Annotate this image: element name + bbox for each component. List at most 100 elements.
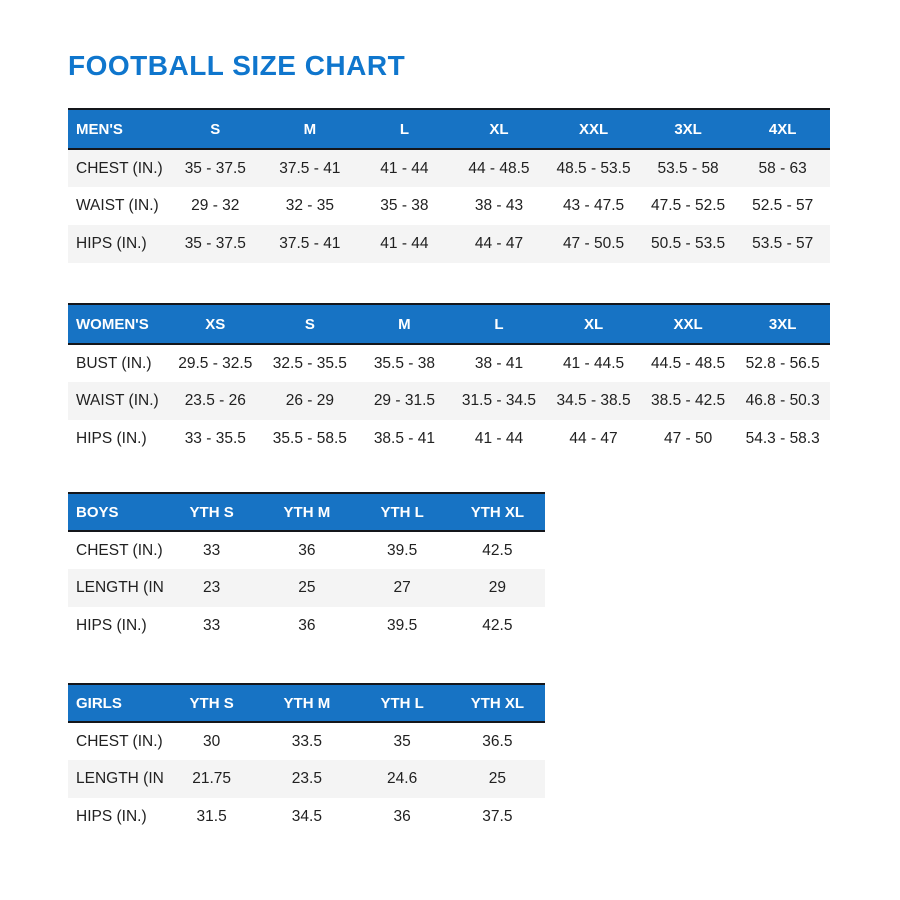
size-column-header: YTH S <box>164 684 260 723</box>
measurement-value: 39.5 <box>387 617 418 634</box>
measurement-value: 37.5 - 41 <box>279 235 341 252</box>
measurement-label: CHEST (IN.) <box>76 159 163 177</box>
measurement-row: LENGTH (IN.) 21.75 23.5 24.6 25 <box>68 760 545 798</box>
measurement-value: 35.5 - 38 <box>373 354 435 372</box>
girls-size-table: GIRLS YTH S YTH M YTH L YTH XL CHEST (IN.) 30… <box>68 683 545 836</box>
measurement-value: 41 - 44.5 <box>562 354 625 372</box>
measurement-value: 41 - 44 <box>474 430 524 447</box>
measurement-value: 54.3 - 58.3 <box>745 430 820 447</box>
measurement-value: 53.5 - 58 <box>657 159 719 177</box>
measurement-row: WAIST (IN.) 23.5 - 26 26 - 29 29 - 31.5 31.5… <box>68 382 830 420</box>
header-row: MEN'S S M L XL XXL 3XL 4XL <box>68 109 830 150</box>
measurement-row: CHEST (IN.) 30 33.5 35 36.5 <box>68 722 545 760</box>
measurement-label: HIPS (IN.) <box>76 430 147 447</box>
size-column-header: S <box>262 304 358 345</box>
measurement-value: 38.5 - 42.5 <box>651 392 726 409</box>
boys-table-body: CHEST (IN.) 33 36 39.5 42.5 LENGTH (IN.) 23 25 2… <box>68 531 545 645</box>
size-column-header: L <box>451 304 547 345</box>
measurement-value: 33 <box>203 617 221 634</box>
measurement-value: 24.6 <box>387 770 418 787</box>
size-column-header: 3XL <box>735 304 830 345</box>
measurement-value: 52.5 - 57 <box>752 197 814 214</box>
measurement-value: 43 - 47.5 <box>562 197 625 214</box>
measurement-label: LENGTH (IN.) <box>76 770 164 787</box>
girls-table-body: CHEST (IN.) 30 33.5 35 36.5 LENGTH (IN.) 21.75… <box>68 722 545 836</box>
measurement-value: 21.75 <box>192 770 232 787</box>
size-column-header: YTH XL <box>449 684 545 723</box>
boys-table-header: BOYS YTH S YTH M YTH L YTH XL <box>68 493 545 532</box>
measurement-value: 32.5 - 35.5 <box>272 354 347 372</box>
measurement-value: 36 <box>298 617 316 634</box>
measurement-value: 27 <box>393 579 411 596</box>
size-column-header: YTH S <box>164 493 260 532</box>
measurement-value: 46.8 - 50.3 <box>745 392 820 409</box>
mens-table-body: CHEST (IN.) 35 - 37.5 37.5 - 41 41 - 44 44 -… <box>68 149 830 263</box>
measurement-label: WAIST (IN.) <box>76 197 159 214</box>
measurement-value: 30 <box>203 732 221 750</box>
measurement-value: 34.5 <box>291 808 322 825</box>
measurement-value: 35 - 37.5 <box>184 235 246 252</box>
measurement-value: 31.5 <box>196 808 227 825</box>
measurement-label: LENGTH (IN.) <box>76 579 164 596</box>
measurement-value: 37.5 - 41 <box>279 159 341 177</box>
size-column-header: 3XL <box>640 109 736 150</box>
measurement-value: 35.5 - 58.5 <box>272 430 347 447</box>
boys-size-table: BOYS YTH S YTH M YTH L YTH XL CHEST (IN.) 33 3… <box>68 492 545 645</box>
measurement-label: HIPS (IN.) <box>76 235 147 252</box>
measurement-value: 47 - 50 <box>663 430 713 447</box>
measurement-value: 31.5 - 34.5 <box>461 392 537 409</box>
size-column-header: YTH M <box>259 684 355 723</box>
girls-size-table-section: GIRLS YTH S YTH M YTH L YTH XL CHEST (IN.) 30… <box>68 683 832 836</box>
mens-size-table: MEN'S S M L XL XXL 3XL 4XL CHEST (IN.) 35 - 37.5… <box>68 108 830 263</box>
measurement-value: 44 - 47 <box>569 430 618 447</box>
measurement-value: 32 - 35 <box>285 197 334 214</box>
boys-size-table-section: BOYS YTH S YTH M YTH L YTH XL CHEST (IN.) 33 3… <box>68 492 832 645</box>
measurement-label: WAIST (IN.) <box>76 392 159 409</box>
measurement-value: 42.5 <box>482 541 513 559</box>
measurement-value: 29 - 32 <box>191 197 240 214</box>
measurement-row: CHEST (IN.) 35 - 37.5 37.5 - 41 41 - 44 44 -… <box>68 149 830 187</box>
measurement-row: WAIST (IN.) 29 - 32 32 - 35 35 - 38 38 - 43 4… <box>68 187 830 225</box>
measurement-value: 29.5 - 32.5 <box>178 354 253 372</box>
header-row: GIRLS YTH S YTH M YTH L YTH XL <box>68 684 545 723</box>
measurement-value: 33.5 <box>291 732 322 750</box>
womens-table-body: BUST (IN.) 29.5 - 32.5 32.5 - 35.5 35.5 - 3… <box>68 344 830 458</box>
size-column-header: 4XL <box>735 109 830 150</box>
womens-size-table-section: WOMEN'S XS S M L XL XXL 3XL BUST (IN.) 29.5 - 32… <box>68 303 832 458</box>
measurement-value: 35 - 38 <box>380 197 429 214</box>
measurement-row: LENGTH (IN.) 23 25 27 29 <box>68 569 545 607</box>
measurement-value: 44.5 - 48.5 <box>651 354 726 372</box>
size-column-header: S <box>168 109 263 150</box>
measurement-value: 42.5 <box>482 617 513 634</box>
measurement-row: HIPS (IN.) 33 - 35.5 35.5 - 58.5 38.5 - 41 4… <box>68 420 830 458</box>
header-row: WOMEN'S XS S M L XL XXL 3XL <box>68 304 830 345</box>
measurement-value: 47 - 50.5 <box>562 235 625 252</box>
measurement-value: 44 - 47 <box>474 235 524 252</box>
measurement-value: 36.5 <box>482 732 513 750</box>
measurement-value: 25 <box>488 770 506 787</box>
measurement-row: CHEST (IN.) 33 36 39.5 42.5 <box>68 531 545 569</box>
mens-size-table-section: MEN'S S M L XL XXL 3XL 4XL CHEST (IN.) 35 - 37.5… <box>68 108 832 263</box>
measurement-value: 36 <box>393 808 411 825</box>
measurement-label: HIPS (IN.) <box>76 808 147 825</box>
measurement-value: 26 - 29 <box>285 392 334 409</box>
measurement-value: 52.8 - 56.5 <box>745 354 820 372</box>
measurement-value: 58 - 63 <box>758 159 807 177</box>
measurement-label: CHEST (IN.) <box>76 732 163 750</box>
measurement-value: 48.5 - 53.5 <box>556 159 631 177</box>
measurement-value: 41 - 44 <box>380 159 429 177</box>
measurement-label: CHEST (IN.) <box>76 541 163 559</box>
womens-size-table: WOMEN'S XS S M L XL XXL 3XL BUST (IN.) 29.5 - 32… <box>68 303 830 458</box>
measurement-label: HIPS (IN.) <box>76 617 147 634</box>
measurement-value: 33 <box>203 541 221 559</box>
size-column-header: XXL <box>546 109 641 150</box>
measurement-value: 38 - 41 <box>474 354 524 372</box>
table-title-header: MEN'S <box>68 109 168 150</box>
womens-table-header: WOMEN'S XS S M L XL XXL 3XL <box>68 304 830 345</box>
measurement-value: 38.5 - 41 <box>373 430 435 447</box>
size-column-header: YTH L <box>354 493 450 532</box>
size-column-header: XS <box>168 304 263 345</box>
measurement-value: 41 - 44 <box>380 235 429 252</box>
measurement-value: 36 <box>298 541 316 559</box>
